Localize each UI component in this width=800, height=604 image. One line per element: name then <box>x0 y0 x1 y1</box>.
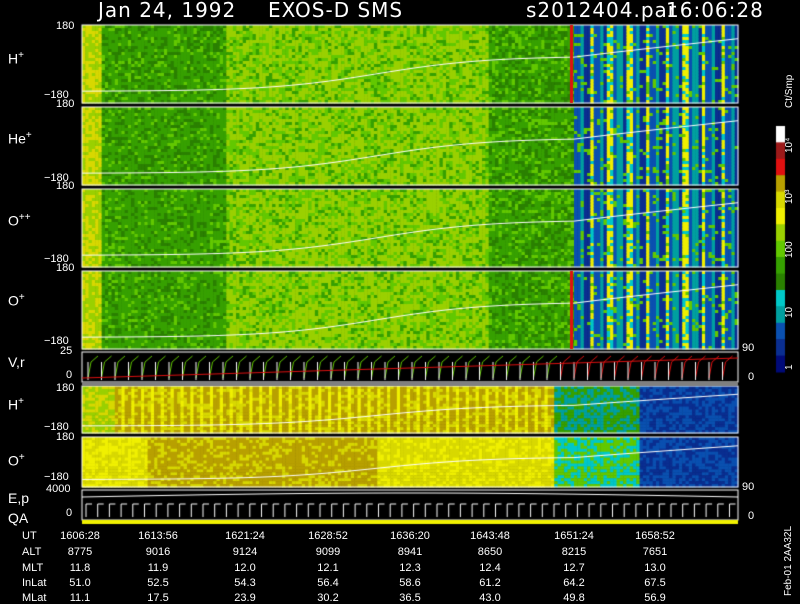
panel-label-he-plus: He+ <box>8 130 32 147</box>
table-cell: 11.8 <box>69 562 91 574</box>
panel-label-qa: QA <box>8 510 29 526</box>
table-cell: 1658:52 <box>635 530 675 542</box>
ytick-top: 180 <box>56 180 75 192</box>
date-title: Jan 24, 1992 <box>98 0 237 22</box>
table-cell: 13.0 <box>644 562 666 574</box>
table-cell: 9016 <box>145 546 171 558</box>
ytick-bottom: −180 <box>44 253 69 265</box>
table-cell: 11.1 <box>69 592 91 604</box>
table-cell: 12.7 <box>563 562 585 574</box>
colorbar-label: 1 <box>784 364 795 370</box>
ytick-top: 25 <box>60 345 73 357</box>
row-label-ut: UT <box>22 530 37 542</box>
table-cell: 52.5 <box>147 577 169 589</box>
table-cell: 30.2 <box>317 592 339 604</box>
table-cell: 17.5 <box>147 592 169 604</box>
ytick-bottom: −180 <box>44 89 69 101</box>
table-cell: 12.3 <box>399 562 421 574</box>
file-title: s2012404.par <box>526 0 678 22</box>
panel-label-h-plus-lower: H+ <box>8 396 24 413</box>
table-cell: 64.2 <box>563 577 585 589</box>
ytick-top: 180 <box>56 431 75 443</box>
table-cell: 8215 <box>561 546 587 558</box>
right-tick: 90 <box>742 481 755 493</box>
time-title: 16:06:28 <box>666 0 764 22</box>
ytick-top: 4000 <box>46 483 71 495</box>
table-cell: 56.9 <box>644 592 666 604</box>
table-cell: 1613:56 <box>138 530 178 542</box>
row-label-inlat: InLat <box>22 577 47 589</box>
colorbar-title: Ct/Smp <box>784 74 795 108</box>
table-cell: 1628:52 <box>308 530 348 542</box>
table-cell: 8775 <box>67 546 93 558</box>
panel-label-ep: E,p <box>8 490 30 506</box>
table-cell: 9124 <box>232 546 258 558</box>
instrument-title: EXOS-D SMS <box>268 0 404 22</box>
table-cell: 1606:28 <box>60 530 100 542</box>
table-cell: 9099 <box>315 546 341 558</box>
table-cell: 8650 <box>477 546 503 558</box>
table-cell: 49.8 <box>563 592 585 604</box>
panel-label-o-plus-lower: O+ <box>8 452 25 469</box>
table-cell: 43.0 <box>479 592 501 604</box>
panel-label-o-plus: O+ <box>8 292 25 309</box>
panel-label-o-plusplus: O++ <box>8 212 31 229</box>
table-cell: 1636:20 <box>390 530 430 542</box>
right-tick: 0 <box>748 371 755 383</box>
panel-label-h-plus: H+ <box>8 50 24 67</box>
right-tick: 0 <box>748 510 755 522</box>
colorbar-label: 10³ <box>784 189 795 204</box>
table-cell: 8941 <box>397 546 423 558</box>
table-cell: 23.9 <box>234 592 256 604</box>
table-cell: 61.2 <box>479 577 501 589</box>
table-cell: 36.5 <box>399 592 421 604</box>
ytick-bottom: 0 <box>66 507 73 519</box>
ytick-bottom: 0 <box>66 369 73 381</box>
row-label-mlat: MLat <box>22 592 47 604</box>
table-cell: 1643:48 <box>470 530 510 542</box>
ytick-bottom: −180 <box>44 335 69 347</box>
ytick-top: 180 <box>56 262 75 274</box>
ytick-top: 180 <box>56 98 75 110</box>
table-cell: 12.4 <box>479 562 501 574</box>
table-cell: 11.9 <box>147 562 169 574</box>
table-cell: 1651:24 <box>554 530 594 542</box>
table-cell: 54.3 <box>234 577 256 589</box>
row-label-alt: ALT <box>22 546 42 558</box>
ytick-bottom: −180 <box>44 421 69 433</box>
footer-id: Feb-01 2AA32L <box>783 525 794 596</box>
table-cell: 51.0 <box>69 577 91 589</box>
table-cell: 67.5 <box>644 577 666 589</box>
table-cell: 58.6 <box>399 577 421 589</box>
panel-label-vr: V,r <box>8 354 25 370</box>
colorbar-label: 10 <box>784 306 795 318</box>
table-cell: 7651 <box>642 546 668 558</box>
table-cell: 56.4 <box>317 577 339 589</box>
table-cell: 12.1 <box>317 562 339 574</box>
colorbar-label: 100 <box>784 241 795 258</box>
table-cell: 12.0 <box>234 562 256 574</box>
ytick-top: 180 <box>56 382 75 394</box>
row-label-mlt: MLT <box>22 562 44 574</box>
table-cell: 1621:24 <box>225 530 265 542</box>
right-tick: 90 <box>742 342 755 354</box>
ytick-bottom: −180 <box>44 471 69 483</box>
ytick-bottom: −180 <box>44 172 69 184</box>
ytick-top: 180 <box>56 20 75 32</box>
colorbar-label: 10⁴ <box>784 137 795 153</box>
